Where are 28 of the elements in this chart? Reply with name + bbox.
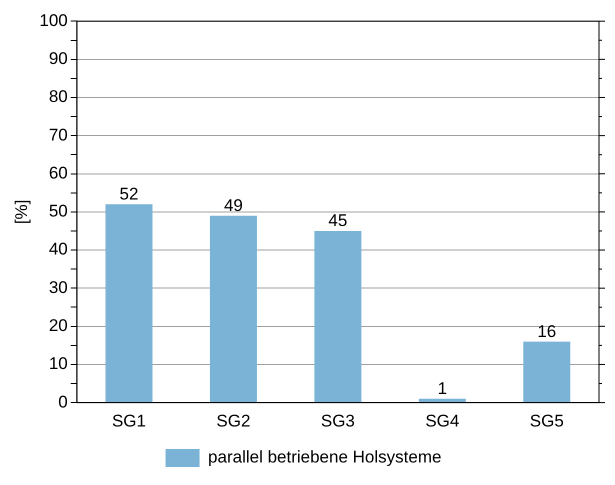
- bar: [105, 204, 152, 402]
- y-tick-label: 20: [48, 316, 68, 336]
- x-tick-label: SG3: [320, 411, 355, 430]
- y-axis-title: [%]: [12, 200, 31, 224]
- data-label: 45: [328, 211, 348, 230]
- legend-label: parallel betriebene Holsysteme: [208, 448, 442, 467]
- y-tick-label: 60: [48, 163, 68, 182]
- y-tick-label: 40: [48, 240, 68, 259]
- bar: [418, 398, 466, 402]
- y-tick-label: 30: [48, 278, 68, 297]
- x-tick-label: SG1: [112, 411, 146, 430]
- y-tick-label: 100: [39, 10, 68, 30]
- data-label: 52: [120, 184, 138, 204]
- y-tick-label: 0: [58, 392, 68, 412]
- bar: [523, 342, 570, 402]
- y-tick-label: 50: [48, 202, 68, 221]
- bar: [314, 230, 362, 402]
- data-label: 16: [537, 322, 556, 341]
- data-label: 49: [224, 196, 243, 215]
- y-tick-label: 90: [48, 49, 68, 68]
- x-tick-label: SG4: [425, 411, 460, 430]
- x-tick-label: SG2: [216, 411, 250, 430]
- bar: [210, 216, 257, 402]
- y-tick-label: 80: [48, 87, 68, 106]
- y-tick-label: 10: [48, 354, 68, 374]
- data-label: 1: [438, 378, 448, 398]
- x-tick-label: SG5: [530, 411, 564, 430]
- y-tick-label: 70: [48, 125, 68, 144]
